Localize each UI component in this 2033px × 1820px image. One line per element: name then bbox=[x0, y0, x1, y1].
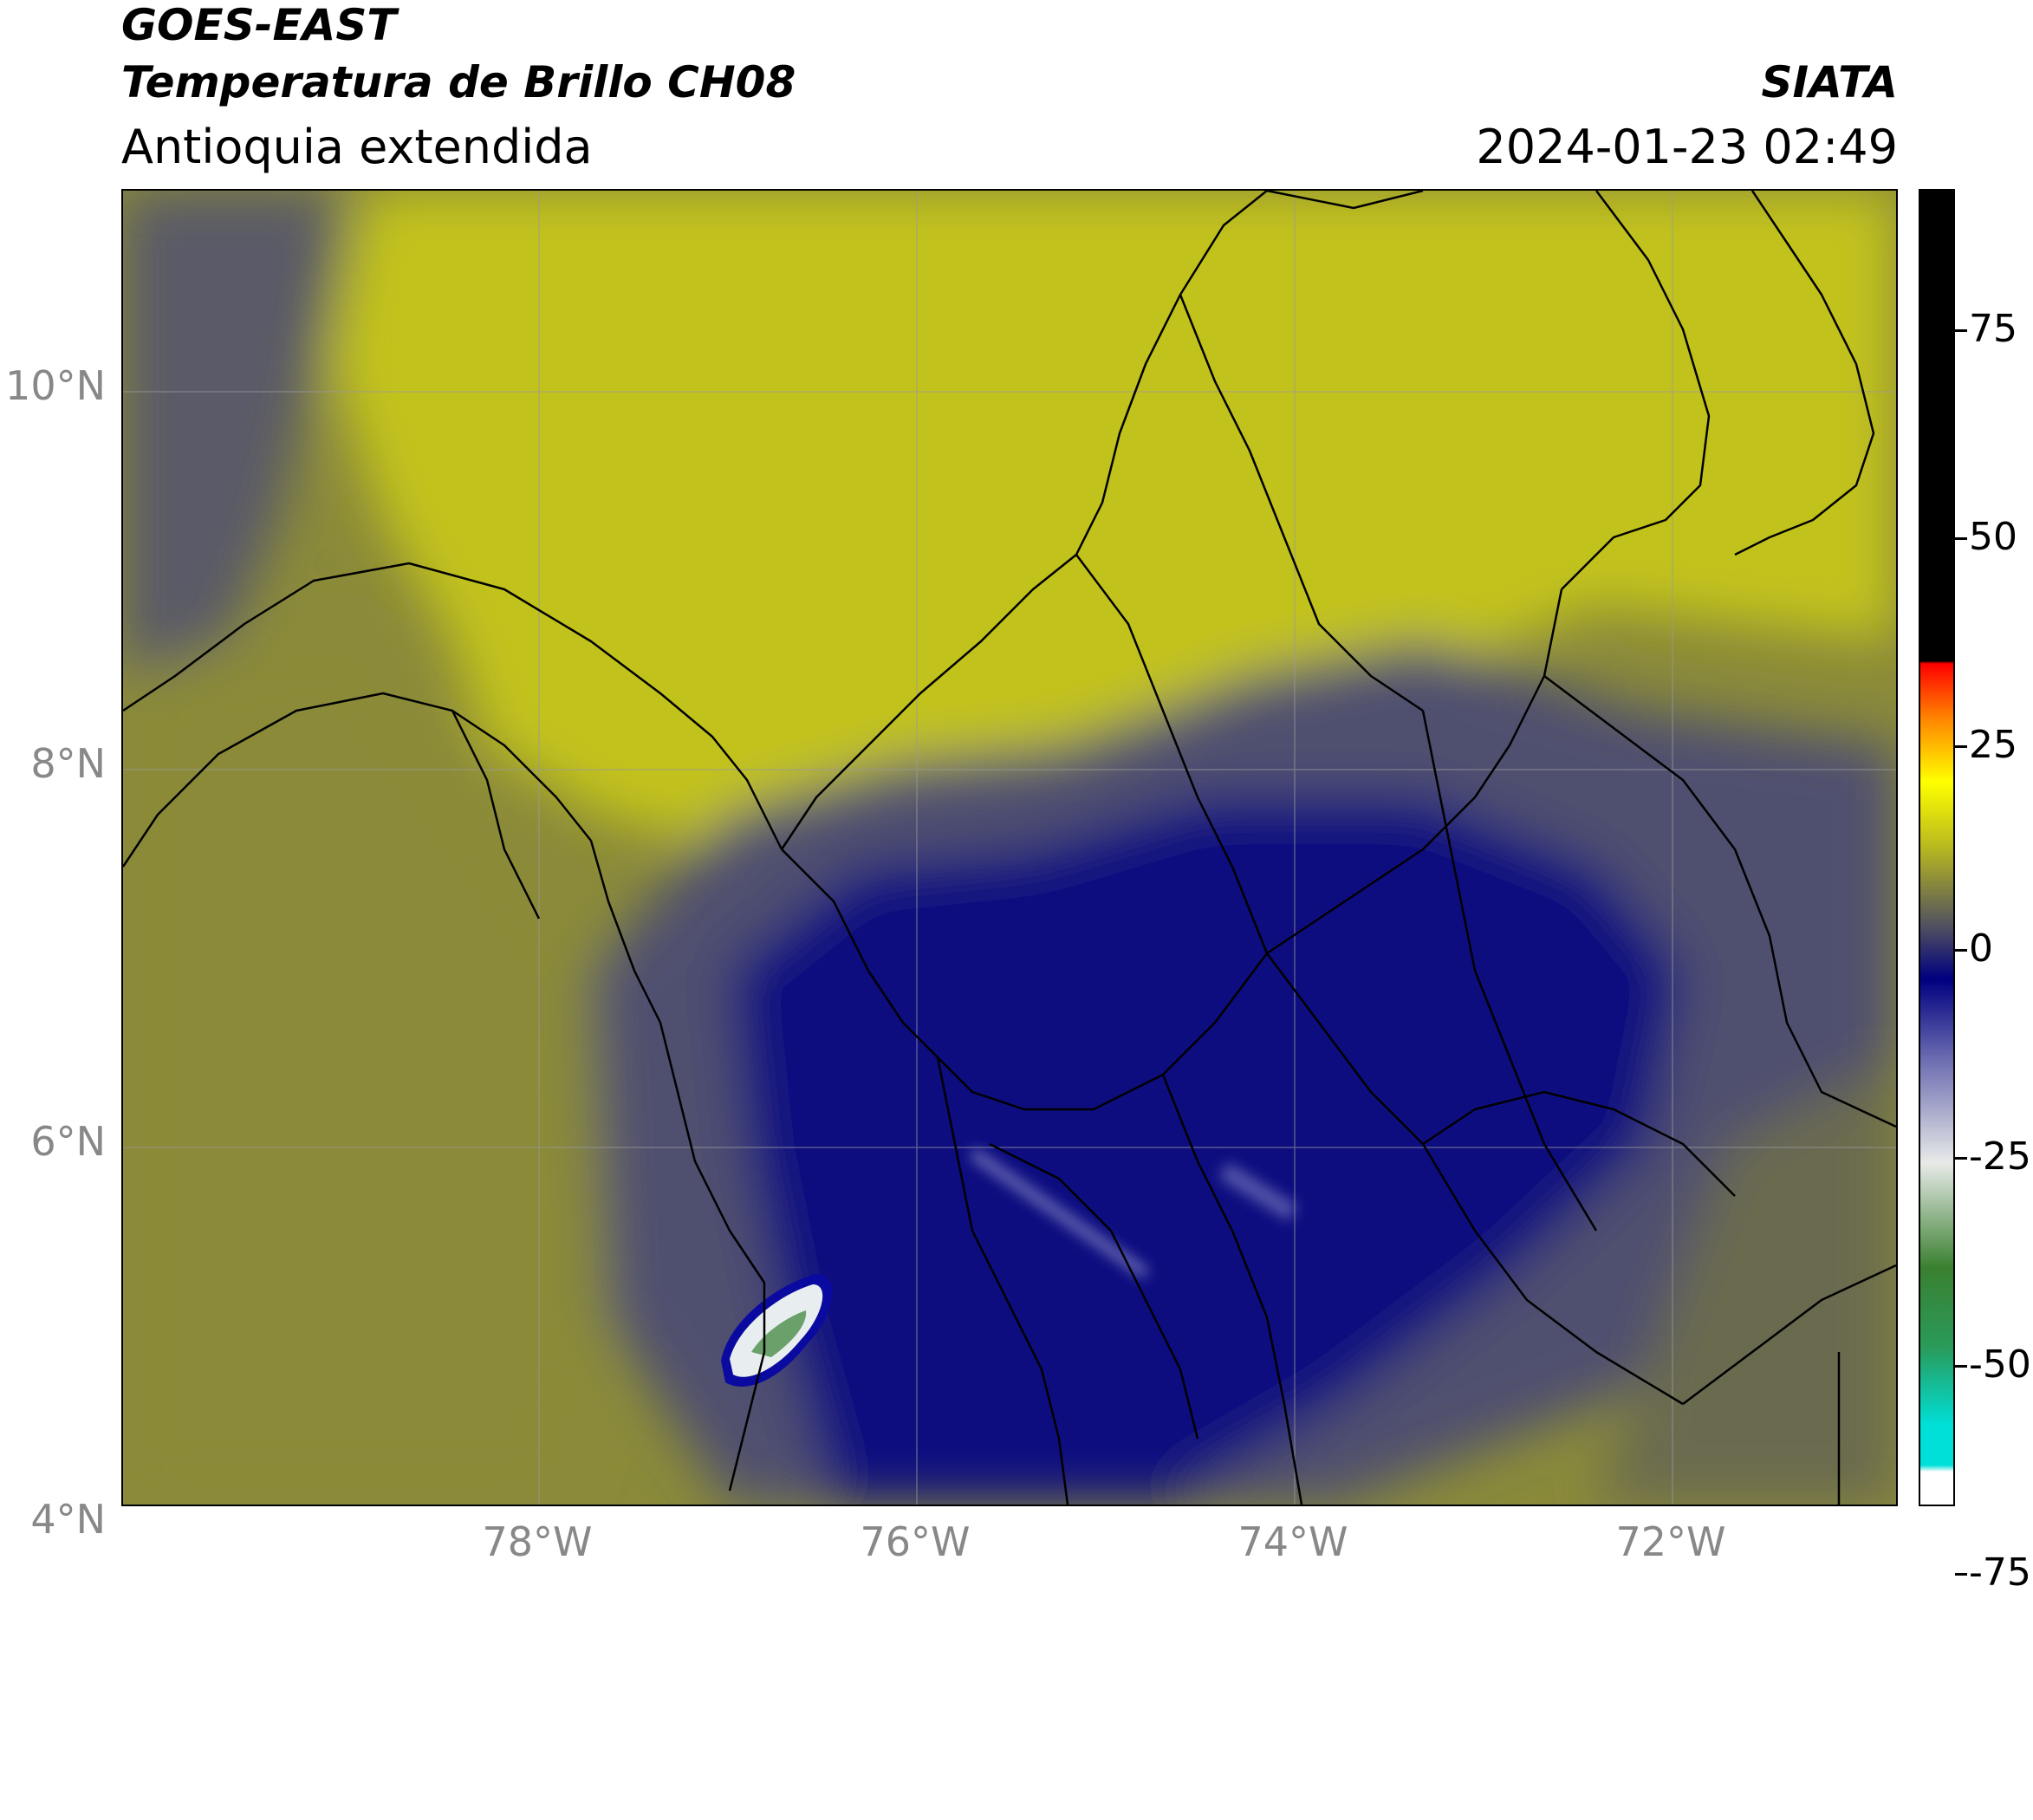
map-canvas bbox=[123, 191, 1896, 1505]
colorbar-label-50: 50 bbox=[1969, 515, 2017, 559]
colorbar-label-neg50: -50 bbox=[1969, 1342, 2031, 1387]
satellite-map bbox=[121, 189, 1898, 1506]
organization-label: SIATA bbox=[1761, 57, 1898, 107]
lon-label-74w: 74°W bbox=[1237, 1518, 1348, 1565]
colorbar-label-25: 25 bbox=[1969, 723, 2017, 767]
colorbar-label-neg25: -25 bbox=[1969, 1134, 2031, 1179]
colorbar-tick bbox=[1955, 745, 1967, 748]
colorbar-tick bbox=[1955, 1157, 1967, 1160]
graticule bbox=[123, 191, 1896, 1505]
coastlines-and-borders bbox=[123, 191, 1896, 1505]
satellite-title: GOES-EAST bbox=[121, 0, 397, 50]
lon-label-72w: 72°W bbox=[1615, 1518, 1726, 1565]
colorbar-label-neg75: -75 bbox=[1969, 1550, 2031, 1595]
lat-label-6n: 6°N bbox=[30, 1118, 106, 1165]
temperature-colorbar bbox=[1919, 189, 1955, 1506]
lat-label-4n: 4°N bbox=[30, 1496, 106, 1543]
product-title: Temperatura de Brillo CH08 bbox=[121, 57, 796, 107]
region-subtitle: Antioquia extendida bbox=[121, 120, 593, 174]
colorbar-tick bbox=[1955, 949, 1967, 952]
colorbar-tick bbox=[1955, 329, 1967, 332]
colorbar-label-75: 75 bbox=[1969, 307, 2017, 351]
lat-label-10n: 10°N bbox=[5, 362, 106, 409]
lon-label-78w: 78°W bbox=[482, 1518, 593, 1565]
colorbar-tick bbox=[1955, 1573, 1967, 1576]
cold-streak bbox=[969, 1148, 1298, 1278]
colorbar-tick bbox=[1955, 1365, 1967, 1368]
colorbar-label-0: 0 bbox=[1969, 926, 1993, 971]
colorbar-tick bbox=[1955, 537, 1967, 540]
datetime-label: 2024-01-23 02:49 bbox=[1476, 120, 1898, 174]
lat-label-8n: 8°N bbox=[30, 740, 106, 787]
lon-label-76w: 76°W bbox=[860, 1518, 971, 1565]
